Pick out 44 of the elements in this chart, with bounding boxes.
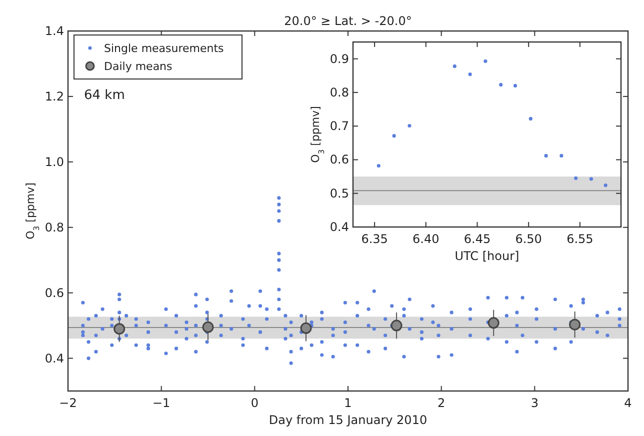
x-tick-label: −2	[59, 396, 77, 410]
x-tick-label: 3	[530, 396, 538, 410]
point	[544, 154, 548, 158]
point	[484, 59, 488, 63]
point	[528, 116, 532, 120]
legend-label: Daily means	[104, 60, 173, 73]
y-tick-label: 0.8	[330, 85, 349, 100]
point	[408, 124, 412, 128]
chart-title: 20.0° ≥ Lat. > -20.0°	[284, 14, 412, 28]
point	[376, 164, 380, 168]
y-tick-label: 0.7	[330, 119, 349, 134]
point	[574, 176, 578, 180]
y-tick-label: 0.6	[44, 286, 64, 300]
x-axis-title: UTC [hour]	[454, 249, 520, 263]
y-tick-label: 0.8	[44, 220, 64, 234]
x-tick-label: 6.35	[361, 232, 388, 246]
x-axis-title: Day from 15 January 2010	[268, 413, 428, 427]
x-tick-label: 2	[438, 396, 446, 410]
x-tick-label: 6.55	[566, 232, 594, 246]
point	[452, 64, 456, 68]
y-tick-label: 1.4	[44, 24, 64, 38]
y-tick-label: 0.4	[330, 220, 349, 234]
y-tick-label: 0.9	[330, 52, 349, 66]
y-tick-label: 1.0	[44, 154, 64, 169]
annotation: 64 km	[84, 88, 125, 103]
x-tick-label: −1	[152, 396, 170, 410]
x-tick-label: 6.50	[515, 232, 542, 246]
y-tick-label: 0.6	[330, 152, 349, 167]
point	[604, 183, 608, 188]
point	[468, 72, 472, 76]
x-tick-label: 6.45	[464, 232, 491, 246]
point	[513, 84, 518, 88]
x-tick-label: 0	[250, 396, 258, 410]
point	[589, 177, 594, 181]
y-tick-label: 0.4	[44, 351, 64, 366]
point	[499, 82, 503, 87]
x-tick-label: 6.40	[412, 232, 440, 246]
y-tick-label: 1.2	[44, 89, 64, 104]
x-tick-label: 4	[624, 396, 632, 410]
point	[560, 154, 564, 158]
y-tick-label: 0.5	[330, 186, 349, 200]
point	[392, 134, 396, 138]
x-tick-label: 1	[344, 396, 352, 410]
legend-label: Single measurements	[104, 42, 224, 55]
